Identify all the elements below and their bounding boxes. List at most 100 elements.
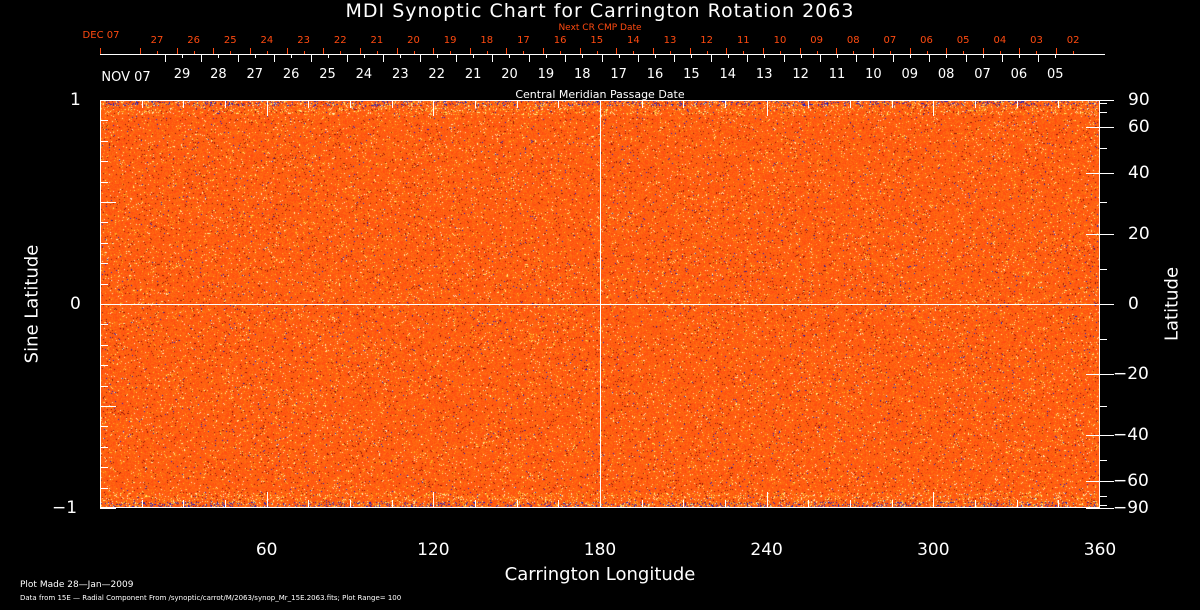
cmp-day-label: 19	[537, 67, 555, 82]
cmp-minor-tick	[291, 54, 293, 58]
cmp-tick	[528, 54, 530, 62]
y-right-minor-tick	[1100, 304, 1107, 305]
cmp-tick	[965, 54, 967, 62]
x-tick	[183, 500, 185, 508]
x-tick-top	[141, 100, 143, 108]
next-cr-tick	[1019, 48, 1021, 54]
x-tick	[975, 500, 976, 508]
x-tick	[433, 492, 435, 508]
y-left-tick	[100, 202, 116, 203]
top-axis-title: Central Meridian Passage Date	[515, 88, 685, 101]
cmp-tick	[783, 54, 785, 62]
y-right-tick	[1100, 373, 1114, 375]
cmp-day-label: 07	[974, 67, 991, 82]
cmp-minor-tick	[691, 54, 693, 58]
next-cr-day-label: 18	[480, 35, 494, 46]
next-cr-tick	[213, 48, 215, 54]
next-cr-minor-tick	[486, 51, 488, 54]
cmp-tick	[1038, 54, 1040, 62]
next-cr-minor-tick	[376, 51, 378, 54]
next-cr-minor-tick	[157, 51, 158, 54]
cmp-tick	[674, 54, 676, 62]
next-cr-minor-tick	[413, 51, 415, 54]
y-right-minor-tick	[1100, 103, 1107, 105]
next-cr-day-label: 05	[956, 35, 970, 46]
x-tick	[1016, 500, 1018, 508]
cmp-minor-tick	[545, 54, 547, 58]
cmp-tick	[1001, 54, 1003, 62]
chart-title: MDI Synoptic Chart for Carrington Rotati…	[345, 0, 855, 22]
x-tick-top	[850, 100, 851, 108]
data-source-note: Data from 15E — Radial Component From /s…	[20, 594, 402, 602]
x-tick	[141, 500, 143, 508]
cmp-tick	[601, 54, 603, 62]
x-tick-label: 120	[417, 540, 450, 560]
y-right-minor-tick	[1100, 147, 1107, 149]
cmp-day-label: 28	[210, 67, 227, 82]
next-cr-minor-tick	[523, 51, 525, 54]
cmp-tick	[419, 54, 421, 62]
next-cr-tick	[286, 48, 288, 54]
cmp-day-label: 25	[319, 67, 336, 82]
cmp-minor-tick	[1055, 54, 1057, 58]
x-tick-top	[725, 100, 726, 108]
y-right-minor-tick	[1100, 339, 1107, 341]
x-tick	[850, 500, 851, 508]
y-left-tick	[100, 365, 108, 367]
next-cr-minor-tick	[340, 51, 342, 54]
y-right-tick	[1100, 100, 1114, 101]
cmp-minor-tick	[327, 54, 329, 58]
cmp-minor-tick	[764, 54, 766, 58]
cmp-day-label: 10	[865, 67, 882, 82]
cmp-minor-tick	[363, 54, 365, 58]
y-right-minor-tick	[1100, 373, 1107, 375]
y-right-tick-label: −60	[1113, 470, 1149, 491]
x-tick-top	[933, 100, 935, 116]
x-tick-top	[683, 100, 685, 108]
y-left-tick	[100, 324, 108, 326]
x-tick-top	[975, 100, 976, 108]
next-cr-day-label: 02	[1066, 35, 1080, 46]
next-cr-tick	[616, 48, 618, 54]
cmp-minor-tick	[218, 54, 220, 58]
y-right-tick-in	[1086, 127, 1100, 129]
cmp-minor-tick	[182, 54, 183, 58]
next-cr-axis-title: Next CR CMP Date	[558, 23, 642, 33]
cmp-minor-tick	[873, 54, 875, 58]
next-cr-minor-tick	[230, 51, 232, 54]
y-right-tick-in	[1086, 508, 1100, 509]
next-cr-minor-tick	[450, 51, 452, 54]
cmp-minor-tick	[800, 54, 802, 58]
x-tick	[308, 500, 310, 508]
x-tick-label: 360	[1083, 540, 1117, 560]
next-cr-tick	[1056, 48, 1058, 54]
y-right-tick-label: 0	[1128, 294, 1139, 314]
next-cr-tick	[762, 48, 764, 54]
cmp-tick	[165, 54, 166, 62]
cmp-day-label: 05	[1047, 67, 1064, 82]
cmp-minor-tick	[909, 54, 911, 58]
y-left-tick	[100, 385, 108, 387]
y-right-tick-label: 60	[1128, 117, 1150, 138]
cmp-minor-tick	[836, 54, 838, 58]
y-right-minor-tick	[1100, 504, 1107, 506]
x-tick-top	[183, 100, 185, 108]
x-tick-top	[891, 100, 893, 108]
cmp-minor-tick	[473, 54, 475, 58]
cmp-day-label: 09	[901, 67, 919, 82]
cmp-day-label: 08	[937, 67, 955, 82]
x-tick-top	[808, 100, 810, 108]
cmp-tick	[492, 54, 494, 62]
y-left-tick-label: 0	[70, 294, 81, 314]
y-right-tick	[1100, 127, 1114, 129]
cmp-day-label: 15	[683, 67, 700, 82]
y-axis-left-title: Sine Latitude	[21, 244, 43, 364]
y-right-tick-label: −20	[1113, 363, 1149, 384]
next-cr-tick	[726, 48, 728, 54]
y-right-tick-label: −40	[1113, 425, 1149, 446]
y-left-tick	[100, 222, 108, 224]
cmp-minor-tick	[582, 54, 584, 58]
cmp-minor-tick	[509, 54, 511, 58]
next-cr-minor-tick	[889, 51, 891, 54]
next-cr-tick	[433, 48, 435, 54]
